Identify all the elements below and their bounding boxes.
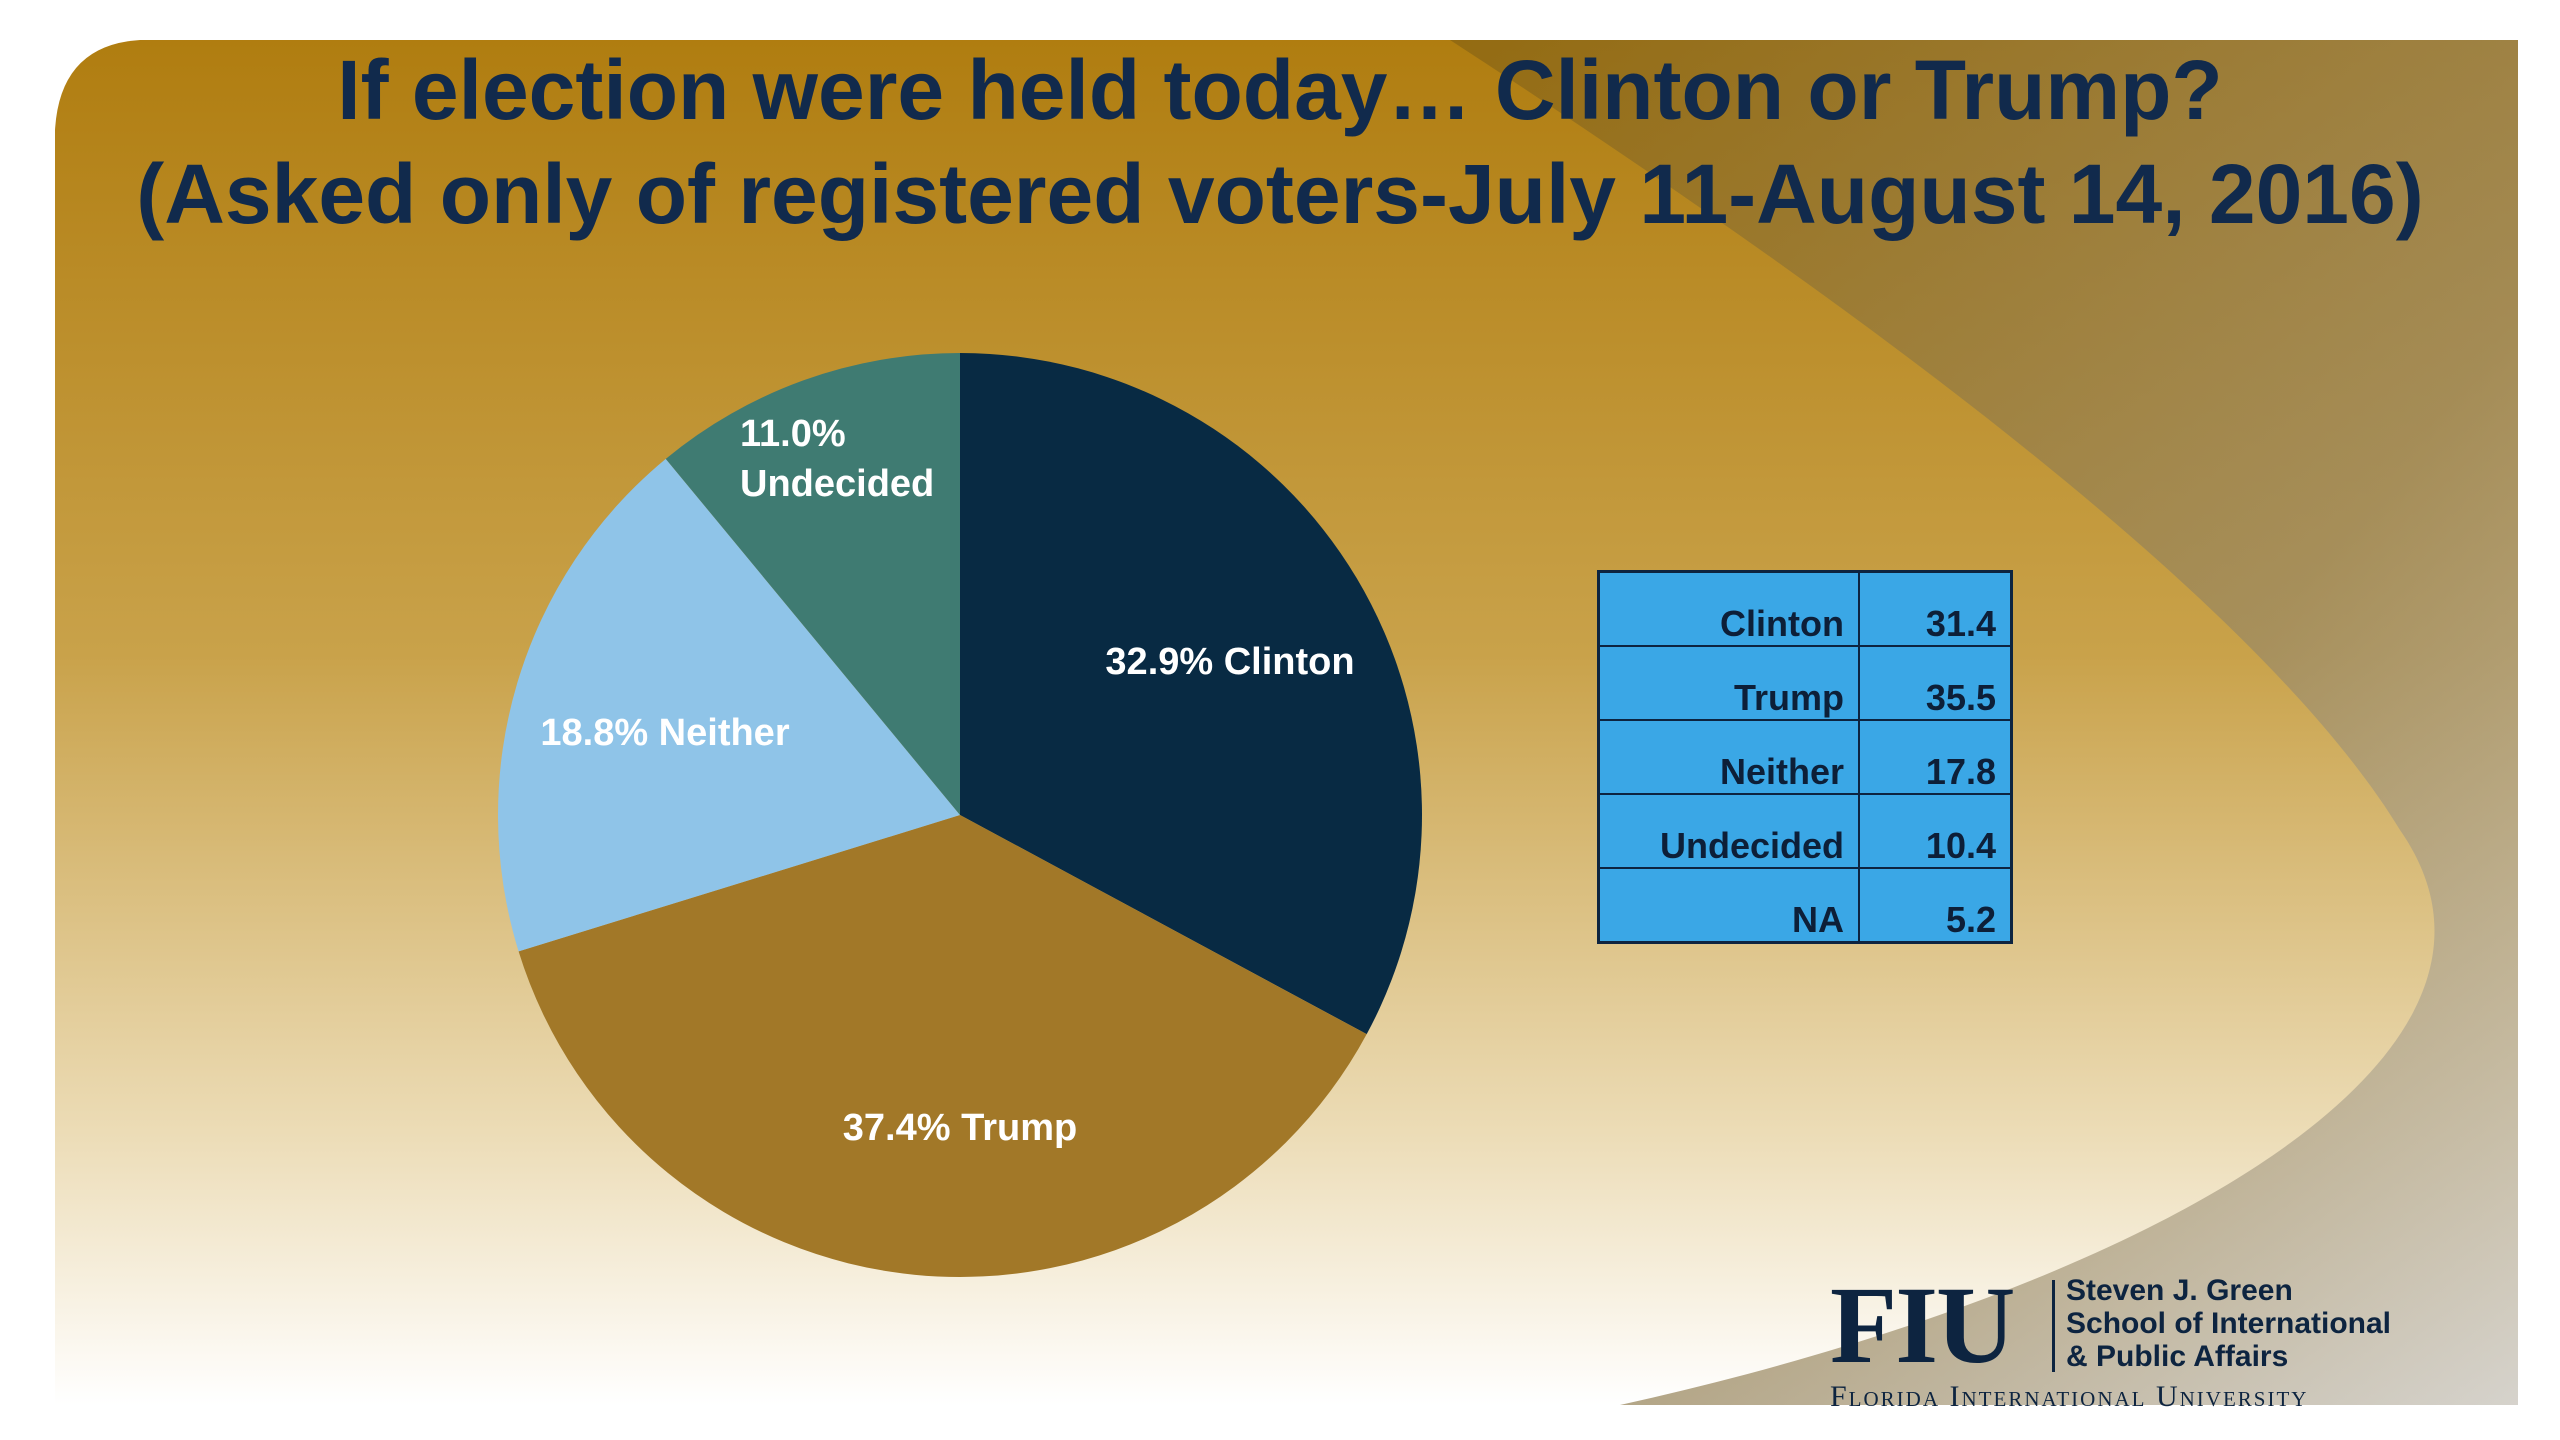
pie-slice-undecided — [665, 353, 960, 815]
pie-label-neither: 18.8% Neither — [540, 712, 789, 754]
table-cell-label: Trump — [1597, 645, 1860, 721]
pie-label-undecided-pct: 11.0% — [740, 413, 846, 455]
table-cell-value: 5.2 — [1858, 867, 2013, 944]
logo-school-line-3: & Public Affairs — [2066, 1340, 2289, 1373]
fiu-logo: FIU Steven J. Green School of Internatio… — [1830, 1264, 2410, 1413]
chart-title-line-2: (Asked only of registered voters-July 11… — [136, 147, 2424, 241]
pie-label-clinton: 32.9% Clinton — [1105, 641, 1354, 683]
data-table: Clinton 31.4 Trump 35.5 Neither 17.8 Und… — [1597, 570, 2013, 944]
table-row: Clinton 31.4 — [1597, 570, 2013, 647]
table-cell-label: Clinton — [1597, 570, 1860, 647]
table-cell-label: Undecided — [1597, 793, 1860, 869]
logo-wordmark: FIU — [1830, 1264, 2015, 1386]
table-cell-value: 10.4 — [1858, 793, 2013, 869]
logo-divider — [2052, 1280, 2055, 1372]
chart-title-line-1: If election were held today… Clinton or … — [337, 43, 2223, 137]
table-row: NA 5.2 — [1597, 867, 2013, 944]
table-cell-value: 35.5 — [1858, 645, 2013, 721]
table-cell-value: 31.4 — [1858, 570, 2013, 647]
table-row: Trump 35.5 — [1597, 645, 2013, 721]
pie-slice-trump — [518, 815, 1367, 1277]
logo-school-line-2: School of International — [2066, 1307, 2392, 1340]
table-cell-label: Neither — [1597, 719, 1860, 795]
pie-slice-clinton — [960, 353, 1423, 1035]
table-row: Undecided 10.4 — [1597, 793, 2013, 869]
pie-slice-neither — [498, 458, 960, 952]
table-cell-label: NA — [1597, 867, 1860, 944]
logo-school-line-1: Steven J. Green — [2066, 1274, 2293, 1307]
logo-university-name: Florida International University — [1830, 1380, 2309, 1413]
pie-label-undecided-name: Undecided — [740, 463, 934, 505]
pie-label-trump: 37.4% Trump — [843, 1107, 1077, 1149]
table-cell-value: 17.8 — [1858, 719, 2013, 795]
table-row: Neither 17.8 — [1597, 719, 2013, 795]
